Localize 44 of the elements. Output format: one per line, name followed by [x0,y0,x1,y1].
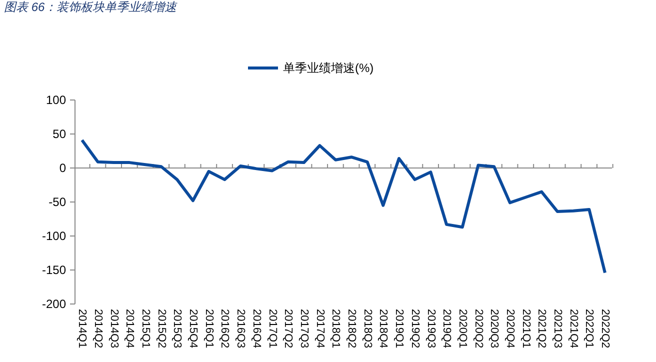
x-tick-label: 2015Q1 [139,309,152,348]
x-tick-label: 2016Q4 [250,309,262,348]
x-tick-label: 2020Q3 [488,309,500,348]
x-tick-label: 2017Q4 [314,309,326,348]
x-tick-label: 2015Q4 [187,309,200,348]
x-tick-label: 2019Q4 [440,309,453,348]
x-tick-label: 2021Q4 [567,309,580,348]
y-tick-label: 50 [52,127,66,142]
y-tick-label: -150 [42,263,66,278]
chart-title: 图表 66：装饰板块单季业绩增速 [4,0,178,14]
x-tick-label: 2019Q2 [408,309,421,348]
x-tick-label: 2016Q2 [218,309,231,348]
x-tick-label: 2015Q3 [171,309,184,348]
x-tick-label: 2017Q2 [282,309,294,348]
y-tick-label: 100 [46,93,66,108]
x-tick-label: 2018Q3 [361,309,374,348]
x-tick-label: 2018Q1 [330,309,342,348]
x-tick-label: 2020Q1 [456,309,468,348]
x-tick-label: 2014Q1 [76,309,88,348]
x-tick-label: 2018Q4 [377,309,390,348]
x-tick-label: 2022Q2 [599,309,612,348]
x-tick-label: 2022Q1 [583,309,596,348]
x-tick-label: 2015Q2 [155,309,168,348]
x-tick-label: 2014Q3 [108,309,120,348]
y-tick-label: 0 [59,161,66,176]
x-tick-label: 2017Q1 [266,309,278,348]
x-tick-label: 2021Q2 [536,309,548,348]
x-tick-label: 2017Q3 [298,309,310,348]
x-tick-label: 2019Q1 [393,309,406,348]
x-tick-label: 2016Q3 [234,309,247,348]
x-tick-label: 2014Q4 [124,309,136,348]
x-tick-label: 2019Q3 [424,309,437,348]
x-tick-label: 2021Q1 [520,309,532,348]
x-tick-label: 2020Q4 [504,309,516,348]
y-tick-label: -200 [42,297,66,312]
y-tick-label: -100 [42,229,66,244]
x-tick-label: 2020Q2 [472,309,484,348]
x-tick-label: 2018Q2 [346,309,358,348]
line-series [80,138,606,274]
x-tick-label: 2016Q1 [202,309,215,348]
y-tick-label: -50 [48,195,66,210]
legend-label: 单季业绩增速(%) [283,61,374,76]
x-tick-label: 2014Q2 [92,309,104,348]
x-tick-label: 2021Q3 [552,309,564,348]
